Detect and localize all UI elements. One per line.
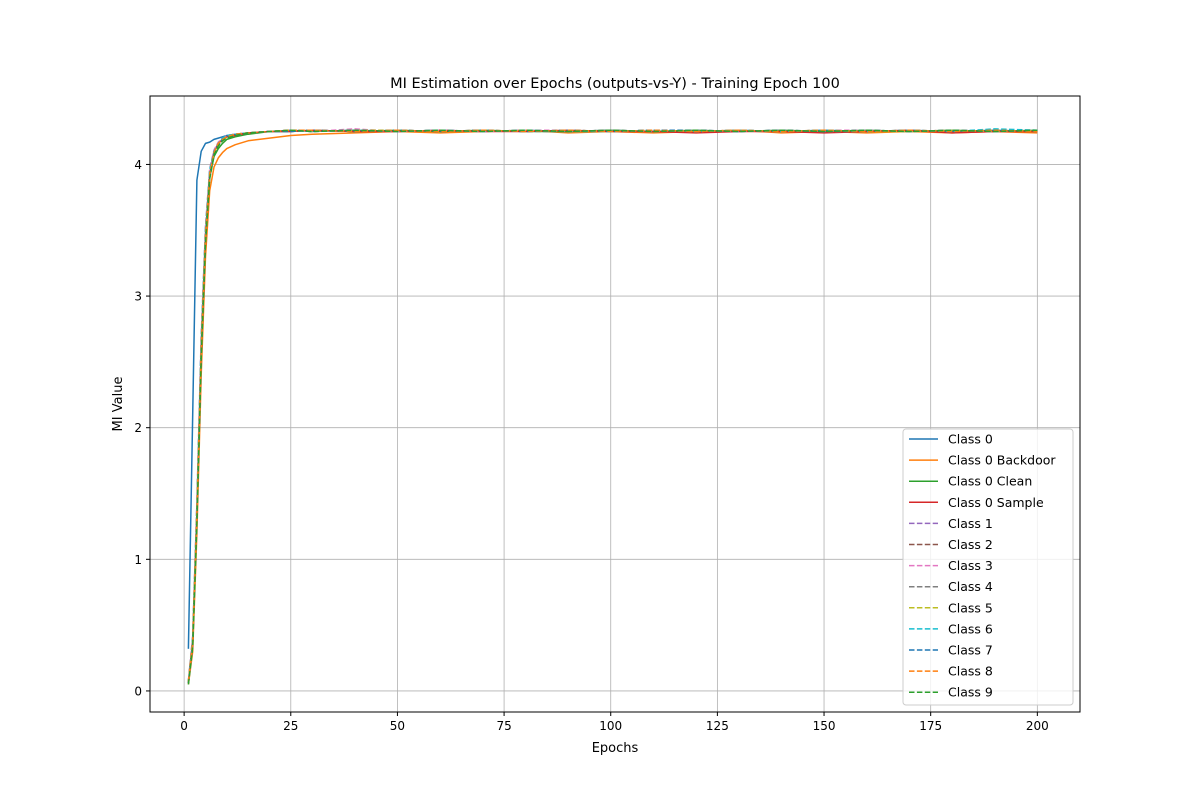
- legend-label: Class 3: [948, 558, 993, 573]
- y-axis-label: MI Value: [111, 377, 126, 432]
- legend-label: Class 0 Clean: [948, 474, 1032, 489]
- legend-label: Class 4: [948, 579, 993, 594]
- x-tick-label: 100: [599, 719, 622, 733]
- x-tick-label: 200: [1026, 719, 1049, 733]
- x-tick-label: 0: [180, 719, 188, 733]
- series-line-class-9: [187, 129, 1038, 685]
- x-tick-label: 150: [813, 719, 836, 733]
- y-ticks: 0 1 2 3 4: [134, 158, 150, 698]
- legend-box: [902, 428, 1074, 706]
- x-tick-label: 175: [919, 719, 942, 733]
- y-tick-label: 2: [134, 421, 142, 435]
- legend-label: Class 8: [948, 664, 993, 679]
- legend-label: Class 0: [948, 432, 993, 447]
- series-lines: [187, 128, 1038, 685]
- y-tick-label: 4: [134, 158, 142, 172]
- legend-label: Class 7: [948, 643, 993, 658]
- legend-label: Class 1: [948, 516, 993, 531]
- legend-label: Class 2: [948, 537, 993, 552]
- y-tick-label: 1: [134, 553, 142, 567]
- y-tick-label: 3: [134, 290, 142, 304]
- legend-items: Class 0 Class 0 Backdoor Class 0 Clean Clas…: [909, 432, 1056, 700]
- x-ticks: 0 25 50 75 100 125 150 175 200: [180, 712, 1049, 733]
- x-tick-label: 75: [496, 719, 511, 733]
- y-tick-label: 0: [134, 684, 142, 698]
- x-tick-label: 25: [283, 719, 298, 733]
- legend-label: Class 0 Backdoor: [948, 453, 1056, 468]
- legend-label: Class 5: [948, 600, 993, 615]
- chart-title: MI Estimation over Epochs (outputs-vs-Y)…: [390, 76, 840, 92]
- legend-label: Class 6: [948, 621, 993, 636]
- legend-label: Class 9: [948, 685, 993, 700]
- series-line-class-7: [187, 129, 1038, 684]
- axes-frame: [149, 95, 1081, 713]
- legend: Class 0 Class 0 Backdoor Class 0 Clean Clas…: [902, 428, 1074, 706]
- x-tick-label: 125: [706, 719, 729, 733]
- x-tick-label: 50: [390, 719, 405, 733]
- legend-label: Class 0 Sample: [948, 495, 1044, 510]
- series-line-class-8: [187, 129, 1038, 682]
- x-axis-label: Epochs: [592, 741, 639, 756]
